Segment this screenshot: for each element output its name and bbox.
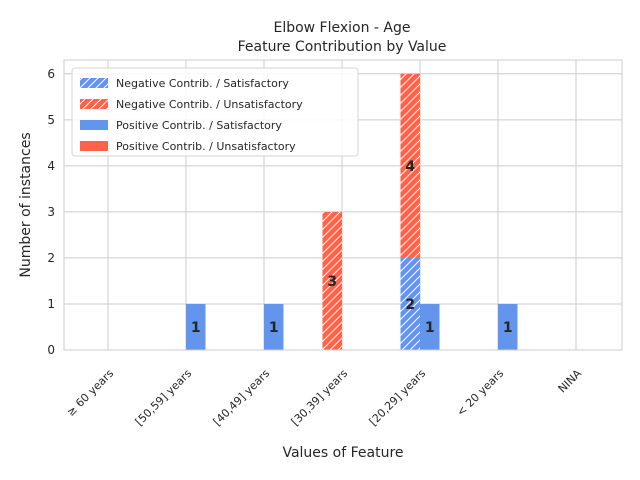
data-label: 1 xyxy=(191,320,201,336)
y-tick-label: 4 xyxy=(47,159,55,173)
legend-label: Positive Contrib. / Unsatisfactory xyxy=(116,140,296,153)
bar xyxy=(420,303,440,350)
chart-subtitle: Feature Contribution by Value xyxy=(238,39,447,55)
y-axis-label: Number of instances xyxy=(18,132,34,277)
data-label: 3 xyxy=(327,274,337,290)
bar-hatch xyxy=(322,211,342,350)
bar xyxy=(498,303,518,350)
y-tick-label: 1 xyxy=(47,297,55,311)
legend-swatch xyxy=(80,120,108,130)
data-label: 1 xyxy=(503,320,513,336)
data-label: 1 xyxy=(425,320,435,336)
y-tick-label: 6 xyxy=(47,67,55,81)
legend-label: Positive Contrib. / Satisfactory xyxy=(116,119,282,132)
legend-box xyxy=(71,67,359,157)
y-tick-label: 2 xyxy=(47,251,55,265)
y-tick-label: 0 xyxy=(47,343,55,357)
data-label: 4 xyxy=(405,159,415,175)
data-label: 2 xyxy=(405,297,415,313)
legend-label: Negative Contrib. / Satisfactory xyxy=(116,77,289,90)
bar-hatch xyxy=(400,257,420,350)
chart-title: Elbow Flexion - Age xyxy=(273,20,410,36)
legend-label: Negative Contrib. / Unsatisfactory xyxy=(116,98,303,111)
bar-hatch xyxy=(400,73,420,258)
bar xyxy=(186,303,206,350)
legend-swatch xyxy=(80,141,108,151)
plot-frame xyxy=(63,59,623,351)
bar xyxy=(264,303,284,350)
x-axis-label: Values of Feature xyxy=(282,445,403,461)
legend-swatch-hatch xyxy=(80,99,108,109)
data-label: 1 xyxy=(269,320,279,336)
legend: Negative Contrib. / Satisfactory Negative… xyxy=(71,67,359,157)
y-tick-label: 3 xyxy=(47,205,55,219)
legend-swatch-hatch xyxy=(80,78,108,88)
data-labels: 1 1 3 2 4 1 1 xyxy=(191,159,513,336)
bars xyxy=(186,73,518,350)
y-tick-label: 5 xyxy=(47,113,55,127)
